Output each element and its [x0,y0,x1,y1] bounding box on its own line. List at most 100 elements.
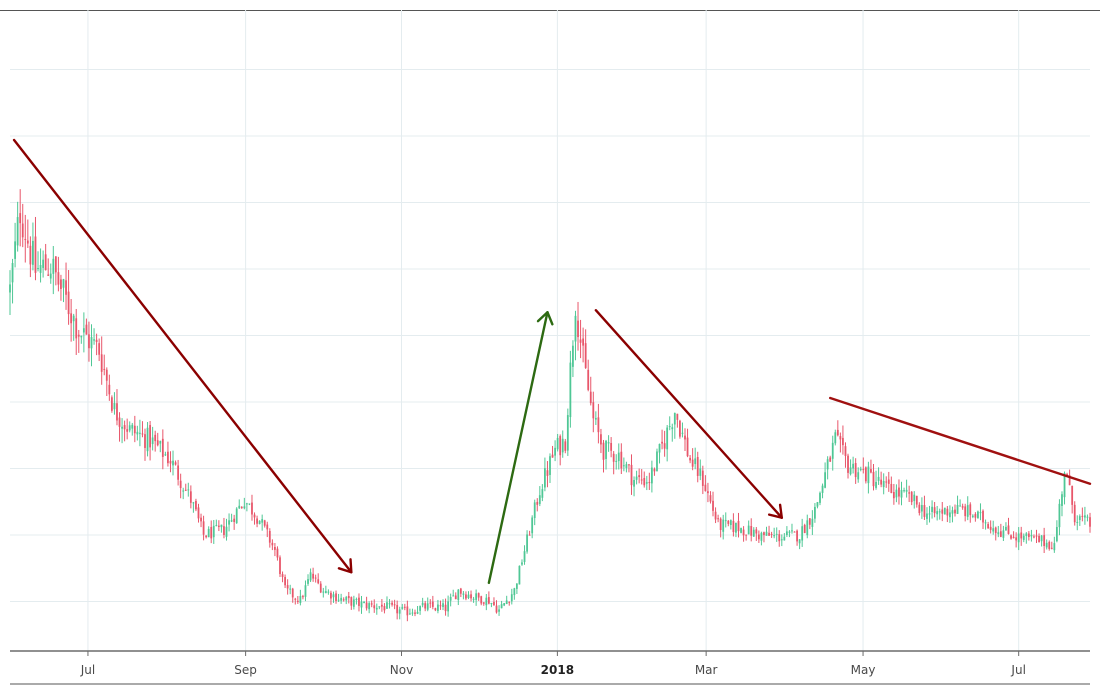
candle-body [146,427,149,452]
candle-body [414,612,416,614]
candle-body [32,240,34,265]
candle-body [666,427,669,450]
candle-body [472,598,475,600]
candle-body [503,603,506,606]
candle-body [684,435,686,440]
candle-body [304,585,307,597]
candle-body [712,500,714,511]
candle-body [60,279,62,289]
candle-body [200,517,202,522]
candle-body [378,606,381,608]
candle-body [238,505,241,509]
candle-body [281,574,284,577]
candle-body [149,425,151,448]
candle-body [411,612,414,614]
candle-body [859,468,862,470]
candle-body [403,606,406,608]
candle-body [582,338,585,346]
candle-body [1045,542,1048,548]
candle-body [638,475,641,478]
candle-body [938,511,941,513]
candle-body [867,466,870,484]
candle-body [811,518,814,527]
candle-body [645,482,648,484]
candle-body [82,328,85,333]
candle-body [994,527,997,534]
candle-body [380,604,383,607]
candle-body [393,604,396,606]
candle-body [719,518,722,530]
candle-body [763,532,765,536]
candle-body [541,489,544,498]
candle-body [870,469,872,473]
candle-body [747,525,750,535]
candle-body [401,607,404,609]
candle-body [90,337,93,349]
candle-body [9,284,11,293]
candle-body [88,334,90,349]
candle-body [233,518,236,522]
candle-body [681,432,684,434]
candle-body [918,504,921,513]
candle-body [370,603,373,605]
candle-body [956,504,959,514]
candle-body [368,603,371,610]
candle-body [661,441,663,444]
candle-body [164,454,167,456]
candle-body [197,507,200,519]
candle-body [442,603,444,608]
candle-body [187,489,190,491]
candle-body [1025,533,1028,536]
candle-body [615,460,618,462]
candle-body [775,533,778,535]
candle-body [607,442,610,444]
candle-body [1012,536,1015,539]
x-tick-label: May [851,663,876,677]
candle-body [1007,525,1010,534]
candle-body [16,217,19,246]
candle-body [648,482,651,484]
candle-body [574,315,577,342]
candle-body [243,506,246,509]
candle-body [108,384,111,395]
candle-body [1068,475,1071,486]
candle-body [1035,535,1038,537]
candle-body [462,593,465,595]
candle-body [192,502,195,504]
candle-body [498,609,500,612]
candle-body [959,505,961,507]
candle-body [689,457,691,461]
candle-body [332,594,335,598]
candle-body [205,535,208,538]
candle-body [131,424,134,429]
candle-body [943,507,946,515]
candle-body [732,520,735,533]
candle-body [34,236,37,273]
candle-body [760,532,763,541]
candle-body [801,526,804,541]
candle-body [49,273,52,279]
candle-body [286,585,289,589]
candle-body [276,548,279,558]
candle-body [44,254,47,271]
candle-body [11,263,14,283]
candle-body [342,599,345,601]
candle-body [821,485,824,493]
candle-body [235,508,238,524]
candle-body [360,601,363,608]
candle-body [755,529,758,534]
candle-body [676,413,679,420]
candle-body [536,501,539,505]
candle-body [167,451,169,464]
candle-body [284,577,286,586]
candle-body [133,425,136,434]
candle-body [118,417,121,427]
candle-body [936,511,939,515]
candle-body [508,601,511,603]
candle-body [546,470,549,476]
candle-body [949,512,951,518]
candle-body [1053,543,1056,551]
candle-body [189,491,192,503]
candle-body [421,602,424,606]
